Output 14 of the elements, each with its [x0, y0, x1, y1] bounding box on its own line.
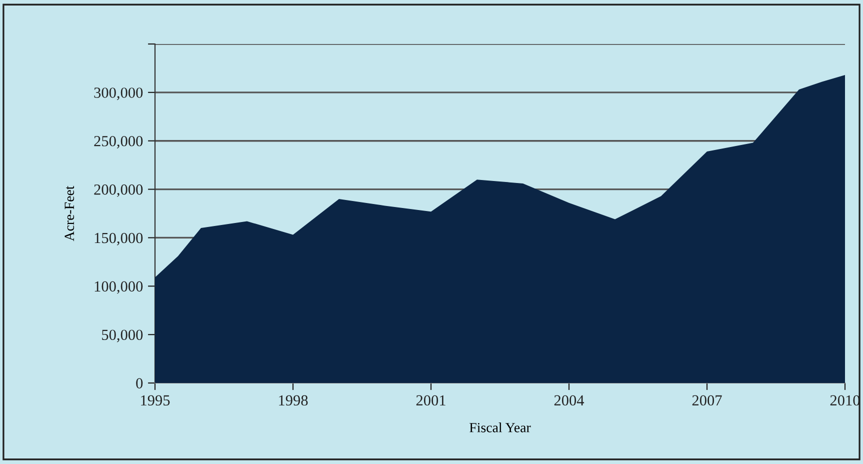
x-tick-label: 1998 [279, 395, 308, 406]
y-axis-title: Acre-Feet [64, 186, 74, 242]
x-tick-label: 2001 [416, 395, 446, 406]
x-axis-title: Fiscal Year [470, 422, 531, 432]
y-tick-label: 300,000 [94, 88, 143, 100]
y-tick-label: 250,000 [94, 136, 143, 149]
y-tick-label: 150,000 [94, 232, 143, 246]
x-tick-label: 2007 [692, 395, 722, 406]
y-tick-label: 200,000 [94, 184, 143, 197]
x-tick-label: 1995 [141, 395, 170, 406]
y-tick-label: 50,000 [102, 330, 143, 342]
y-tick-label: 0 [136, 378, 143, 388]
y-tick-label: 100,000 [94, 281, 143, 294]
x-tick-label: 2004 [554, 395, 584, 406]
